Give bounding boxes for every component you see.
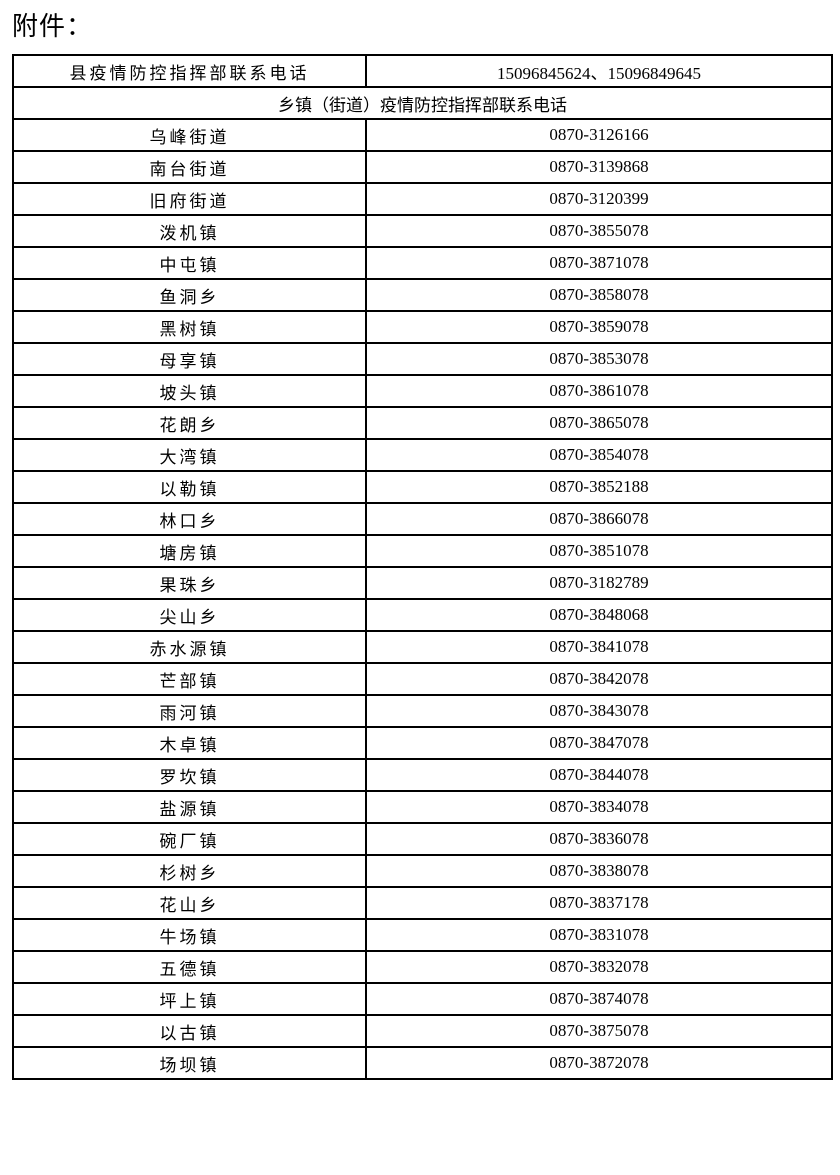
table-row: 赤水源镇 0870-3841078 <box>12 630 833 664</box>
township-name: 花朗乡 <box>12 406 367 440</box>
township-name: 鱼洞乡 <box>12 278 367 312</box>
township-name: 碗厂镇 <box>12 822 367 856</box>
table-row: 芒部镇 0870-3842078 <box>12 662 833 696</box>
table-row: 林口乡 0870-3866078 <box>12 502 833 536</box>
township-phone: 0870-3872078 <box>365 1046 833 1080</box>
township-name: 木卓镇 <box>12 726 367 760</box>
township-name: 以古镇 <box>12 1014 367 1048</box>
township-name: 南台街道 <box>12 150 367 184</box>
township-phone: 0870-3838078 <box>365 854 833 888</box>
township-phone: 0870-3875078 <box>365 1014 833 1048</box>
township-name: 罗坎镇 <box>12 758 367 792</box>
township-phone: 0870-3871078 <box>365 246 833 280</box>
township-name: 中屯镇 <box>12 246 367 280</box>
table-row: 盐源镇 0870-3834078 <box>12 790 833 824</box>
attachment-title: 附件： <box>12 12 94 42</box>
township-phone: 0870-3843078 <box>365 694 833 728</box>
table-row: 泼机镇 0870-3855078 <box>12 214 833 248</box>
township-phone: 0870-3853078 <box>365 342 833 376</box>
township-name: 坪上镇 <box>12 982 367 1016</box>
township-name: 牛场镇 <box>12 918 367 952</box>
township-phone: 0870-3852188 <box>365 470 833 504</box>
township-name: 以勒镇 <box>12 470 367 504</box>
table-row: 鱼洞乡 0870-3858078 <box>12 278 833 312</box>
county-row: 县疫情防控指挥部联系电话 15096845624、15096849645 <box>12 54 833 88</box>
table-row: 木卓镇 0870-3847078 <box>12 726 833 760</box>
township-phone: 0870-3854078 <box>365 438 833 472</box>
township-name: 尖山乡 <box>12 598 367 632</box>
township-name: 雨河镇 <box>12 694 367 728</box>
township-name: 坡头镇 <box>12 374 367 408</box>
township-phone: 0870-3837178 <box>365 886 833 920</box>
township-name: 旧府街道 <box>12 182 367 216</box>
table-row: 坡头镇 0870-3861078 <box>12 374 833 408</box>
table-row: 以勒镇 0870-3852188 <box>12 470 833 504</box>
township-phone: 0870-3847078 <box>365 726 833 760</box>
township-phone: 0870-3831078 <box>365 918 833 952</box>
township-name: 芒部镇 <box>12 662 367 696</box>
table-row: 南台街道 0870-3139868 <box>12 150 833 184</box>
table-row: 以古镇 0870-3875078 <box>12 1014 833 1048</box>
table-row: 黑树镇 0870-3859078 <box>12 310 833 344</box>
township-name: 杉树乡 <box>12 854 367 888</box>
section-header: 乡镇（街道）疫情防控指挥部联系电话 <box>12 86 833 120</box>
township-phone: 0870-3851078 <box>365 534 833 568</box>
township-name: 林口乡 <box>12 502 367 536</box>
township-name: 果珠乡 <box>12 566 367 600</box>
table-row: 碗厂镇 0870-3836078 <box>12 822 833 856</box>
township-phone: 0870-3859078 <box>365 310 833 344</box>
table-row: 场坝镇 0870-3872078 <box>12 1046 833 1080</box>
township-name: 五德镇 <box>12 950 367 984</box>
township-phone: 0870-3841078 <box>365 630 833 664</box>
contact-table: 县疫情防控指挥部联系电话 15096845624、15096849645 乡镇（… <box>12 54 833 1080</box>
table-row: 尖山乡 0870-3848068 <box>12 598 833 632</box>
table-row: 旧府街道 0870-3120399 <box>12 182 833 216</box>
table-row: 母享镇 0870-3853078 <box>12 342 833 376</box>
township-name: 大湾镇 <box>12 438 367 472</box>
township-phone: 0870-3126166 <box>365 118 833 152</box>
township-phone: 0870-3866078 <box>365 502 833 536</box>
table-row: 杉树乡 0870-3838078 <box>12 854 833 888</box>
table-row: 雨河镇 0870-3843078 <box>12 694 833 728</box>
county-phone: 15096845624、15096849645 <box>365 54 833 88</box>
table-row: 大湾镇 0870-3854078 <box>12 438 833 472</box>
township-phone: 0870-3120399 <box>365 182 833 216</box>
table-row: 塘房镇 0870-3851078 <box>12 534 833 568</box>
section-header-row: 乡镇（街道）疫情防控指挥部联系电话 <box>12 86 833 120</box>
township-phone: 0870-3865078 <box>365 406 833 440</box>
township-phone: 0870-3855078 <box>365 214 833 248</box>
township-phone: 0870-3182789 <box>365 566 833 600</box>
township-phone: 0870-3834078 <box>365 790 833 824</box>
table-row: 牛场镇 0870-3831078 <box>12 918 833 952</box>
township-name: 塘房镇 <box>12 534 367 568</box>
table-row: 乌峰街道 0870-3126166 <box>12 118 833 152</box>
township-phone: 0870-3844078 <box>365 758 833 792</box>
township-name: 赤水源镇 <box>12 630 367 664</box>
township-phone: 0870-3874078 <box>365 982 833 1016</box>
table-row: 花朗乡 0870-3865078 <box>12 406 833 440</box>
county-label: 县疫情防控指挥部联系电话 <box>12 54 367 88</box>
table-row: 坪上镇 0870-3874078 <box>12 982 833 1016</box>
table-row: 花山乡 0870-3837178 <box>12 886 833 920</box>
township-phone: 0870-3858078 <box>365 278 833 312</box>
township-name: 黑树镇 <box>12 310 367 344</box>
township-name: 场坝镇 <box>12 1046 367 1080</box>
township-phone: 0870-3861078 <box>365 374 833 408</box>
table-row: 五德镇 0870-3832078 <box>12 950 833 984</box>
township-name: 泼机镇 <box>12 214 367 248</box>
township-name: 乌峰街道 <box>12 118 367 152</box>
township-name: 母享镇 <box>12 342 367 376</box>
township-phone: 0870-3842078 <box>365 662 833 696</box>
table-row: 中屯镇 0870-3871078 <box>12 246 833 280</box>
table-row: 果珠乡 0870-3182789 <box>12 566 833 600</box>
township-phone: 0870-3836078 <box>365 822 833 856</box>
township-phone: 0870-3832078 <box>365 950 833 984</box>
township-phone: 0870-3139868 <box>365 150 833 184</box>
township-phone: 0870-3848068 <box>365 598 833 632</box>
township-name: 花山乡 <box>12 886 367 920</box>
table-row: 罗坎镇 0870-3844078 <box>12 758 833 792</box>
township-name: 盐源镇 <box>12 790 367 824</box>
